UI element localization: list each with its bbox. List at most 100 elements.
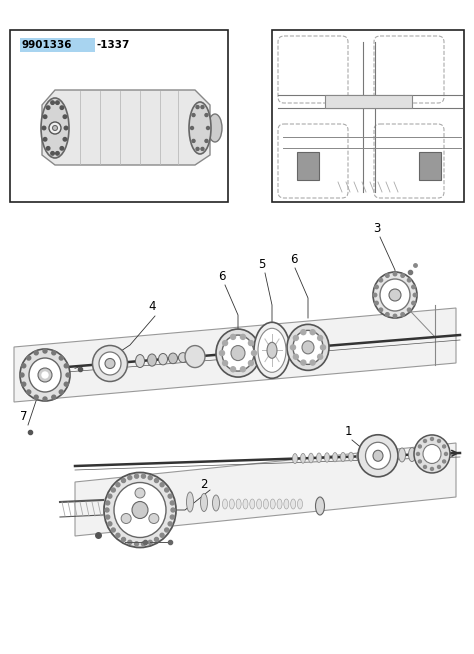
Ellipse shape [423,445,441,464]
Ellipse shape [51,101,55,105]
Ellipse shape [111,488,115,492]
Ellipse shape [155,479,158,483]
Ellipse shape [207,126,210,129]
Ellipse shape [389,289,401,301]
Ellipse shape [63,115,67,118]
Ellipse shape [135,542,138,546]
Ellipse shape [229,499,234,509]
Bar [325,95,412,108]
Ellipse shape [27,390,31,394]
Ellipse shape [309,453,313,463]
Ellipse shape [135,488,145,498]
Ellipse shape [399,448,405,462]
Ellipse shape [409,447,416,462]
Ellipse shape [230,367,236,371]
Ellipse shape [407,308,411,311]
Ellipse shape [230,334,236,339]
Ellipse shape [358,435,398,477]
Ellipse shape [59,390,63,394]
Ellipse shape [92,345,128,381]
Ellipse shape [29,358,61,392]
Ellipse shape [64,382,68,386]
Ellipse shape [258,328,286,372]
Ellipse shape [423,466,427,468]
Ellipse shape [373,293,377,297]
Text: -1337: -1337 [97,40,130,50]
Ellipse shape [252,351,256,356]
Ellipse shape [155,538,158,542]
Ellipse shape [379,279,383,282]
Ellipse shape [231,345,245,360]
Bar [10,30,228,202]
Ellipse shape [168,522,172,526]
Ellipse shape [356,452,362,461]
Ellipse shape [340,453,346,462]
Ellipse shape [132,502,148,519]
Ellipse shape [419,460,421,463]
Text: 3: 3 [373,222,380,235]
Ellipse shape [413,293,417,297]
Ellipse shape [443,445,446,448]
Ellipse shape [160,533,164,538]
Ellipse shape [240,367,246,371]
Ellipse shape [401,274,404,277]
Ellipse shape [106,501,109,505]
Ellipse shape [56,152,59,155]
Ellipse shape [34,351,38,355]
Ellipse shape [277,499,282,509]
Ellipse shape [108,494,112,498]
Ellipse shape [365,442,391,470]
Ellipse shape [168,353,177,364]
Polygon shape [42,90,210,165]
Ellipse shape [301,453,306,463]
Polygon shape [14,308,456,402]
Ellipse shape [148,475,152,479]
Ellipse shape [412,285,415,288]
Ellipse shape [243,499,248,509]
Ellipse shape [373,450,383,461]
Ellipse shape [325,453,329,462]
Ellipse shape [393,315,397,318]
Ellipse shape [301,330,306,335]
Ellipse shape [22,382,26,386]
Ellipse shape [164,488,169,492]
Ellipse shape [348,452,354,461]
Ellipse shape [160,483,164,487]
Ellipse shape [43,137,47,141]
Ellipse shape [114,483,166,538]
Ellipse shape [222,335,254,371]
Ellipse shape [147,354,156,366]
Ellipse shape [293,336,298,341]
Ellipse shape [189,102,211,154]
Ellipse shape [128,475,132,479]
Ellipse shape [51,152,55,155]
Bar [297,152,319,180]
Ellipse shape [223,341,228,345]
Ellipse shape [99,352,121,375]
Ellipse shape [158,353,167,365]
Ellipse shape [60,106,64,109]
Ellipse shape [267,342,277,358]
Ellipse shape [318,354,323,359]
Ellipse shape [380,279,410,311]
Ellipse shape [106,515,109,519]
Ellipse shape [223,360,228,366]
Ellipse shape [412,301,415,305]
Ellipse shape [417,453,419,455]
Ellipse shape [60,146,64,150]
Ellipse shape [43,115,47,118]
Ellipse shape [438,439,440,443]
Ellipse shape [393,272,397,276]
Ellipse shape [291,345,295,350]
Ellipse shape [196,147,199,150]
Bar [20,38,95,52]
Ellipse shape [185,345,205,368]
Bar [419,152,441,180]
Bar [272,30,464,202]
Ellipse shape [104,472,176,547]
Ellipse shape [292,454,298,464]
Ellipse shape [201,147,204,150]
Ellipse shape [443,460,446,463]
Ellipse shape [56,101,59,105]
Ellipse shape [105,358,115,368]
